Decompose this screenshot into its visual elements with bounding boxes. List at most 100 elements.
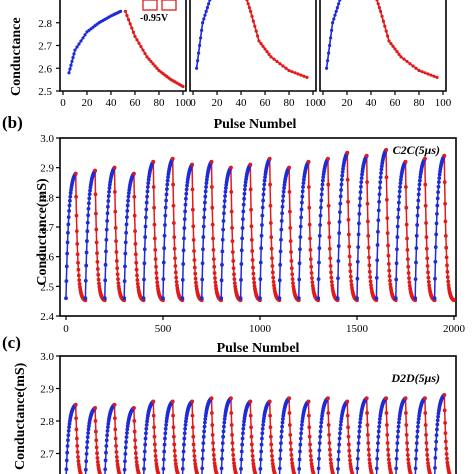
depression-point (152, 442, 157, 447)
depression-line (268, 158, 280, 301)
depression-point (209, 185, 214, 189)
potentiation-point (278, 262, 283, 267)
potentiation-point (357, 424, 362, 429)
potentiation-point (415, 223, 420, 227)
depression-point (364, 153, 369, 158)
depression-point (395, 49, 399, 54)
depression-point (114, 450, 119, 454)
potentiation-point (86, 206, 91, 211)
potentiation-point (396, 424, 401, 429)
potentiation-point (414, 260, 418, 265)
depression-point (154, 264, 158, 269)
depression-point (211, 453, 216, 457)
potentiation-point (239, 449, 244, 454)
depression-point (135, 38, 139, 42)
potentiation-point (146, 177, 151, 182)
potentiation-point (220, 262, 224, 267)
depression-point (349, 282, 354, 287)
depression-point (348, 262, 352, 267)
xtick-label: 1500 (346, 323, 369, 335)
depression-point (383, 24, 387, 28)
potentiation-point (333, 13, 337, 17)
depression-point (95, 456, 100, 460)
potentiation-point (416, 424, 420, 429)
potentiation-point (222, 204, 227, 209)
depression-point (290, 272, 295, 277)
potentiation-point (356, 232, 361, 237)
potentiation-point (259, 442, 264, 447)
depression-point (328, 264, 333, 268)
potentiation-point (298, 247, 302, 252)
depression-point (190, 413, 195, 418)
potentiation-line (195, 0, 211, 69)
depression-point (231, 457, 236, 462)
depression-point (151, 62, 155, 66)
depression-point (309, 264, 314, 269)
depression-point (230, 441, 235, 445)
potentiation-point (259, 233, 264, 238)
potentiation-point (83, 467, 88, 472)
potentiation-point (297, 466, 302, 471)
potentiation-point (241, 426, 246, 431)
potentiation-point (241, 209, 246, 214)
depression-point (116, 277, 120, 281)
depression-point (289, 259, 294, 263)
depression-point (423, 396, 427, 401)
depression-point (327, 433, 331, 437)
potentiation-point (433, 245, 438, 250)
depression-point (152, 236, 157, 241)
potentiation-point (298, 436, 303, 441)
depression-point (404, 205, 409, 210)
depression-point (403, 159, 408, 164)
subplot-frame (189, 0, 317, 92)
depression-point (404, 433, 409, 437)
depression-point (307, 205, 312, 210)
potentiation-point (334, 9, 338, 13)
potentiation-point (125, 215, 129, 220)
depression-point (75, 252, 80, 257)
depression-point (310, 280, 315, 285)
depression-point (346, 425, 350, 430)
xtick-label: 0 (320, 97, 326, 109)
potentiation-point (85, 229, 90, 234)
potentiation-point (336, 466, 340, 471)
potentiation-point (319, 198, 324, 203)
potentiation-point (183, 419, 188, 424)
depression-line (365, 155, 377, 301)
depression-point (155, 280, 160, 285)
depression-point (123, 9, 127, 13)
depression-point (326, 203, 331, 208)
potentiation-point (436, 180, 441, 185)
potentiation-point (379, 171, 383, 175)
depression-point (250, 448, 255, 453)
depression-point (367, 457, 372, 462)
depression-point (329, 279, 334, 284)
potentiation-point (340, 173, 345, 178)
depression-point (74, 229, 79, 234)
depression-point (250, 258, 255, 262)
depression-point (287, 189, 292, 194)
potentiation-point (356, 441, 361, 446)
depression-point (151, 159, 156, 164)
potentiation-point (181, 248, 186, 253)
potentiation-point (66, 222, 71, 227)
potentiation-point (339, 188, 343, 192)
depression-point (388, 278, 392, 283)
potentiation-point (337, 231, 342, 235)
potentiation-point (221, 429, 226, 434)
potentiation-point (126, 198, 130, 203)
depression-point (152, 425, 156, 430)
depression-point (348, 274, 353, 279)
potentiation-point (85, 220, 90, 225)
depression-point (367, 269, 372, 274)
potentiation-point (182, 436, 187, 441)
depression-point (309, 461, 314, 466)
depression-point (348, 458, 352, 463)
potentiation-point (104, 227, 109, 232)
depression-point (139, 45, 143, 49)
depression-point (423, 423, 428, 427)
depression-point (306, 185, 311, 189)
depression-point (278, 62, 282, 66)
depression-point (345, 399, 350, 404)
potentiation-point (123, 240, 128, 245)
